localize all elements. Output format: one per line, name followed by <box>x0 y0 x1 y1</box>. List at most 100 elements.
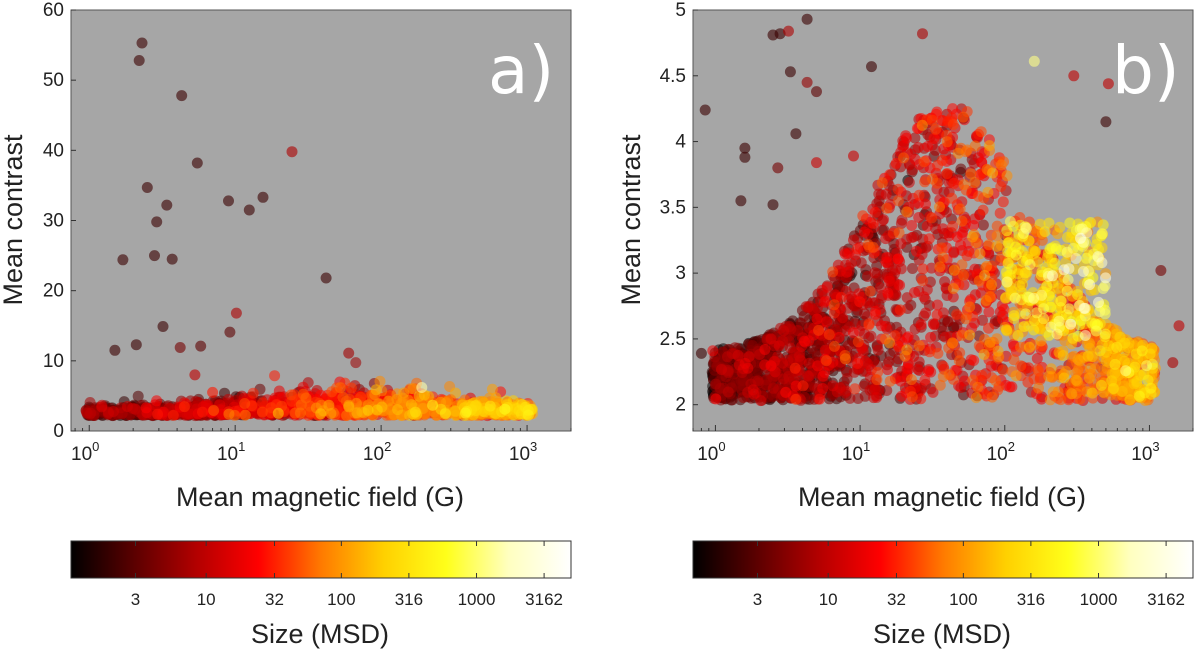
point-cloud-b <box>1062 274 1074 286</box>
point-a <box>109 344 121 356</box>
point-a <box>117 254 129 266</box>
point-cloud-b <box>784 342 796 354</box>
point-cloud-b <box>917 275 929 287</box>
point-cloud-b <box>987 167 999 179</box>
point-b <box>783 25 794 37</box>
point-cloud-b <box>1084 362 1096 374</box>
point-cloud-b <box>947 220 959 232</box>
point-cloud-b <box>936 242 948 254</box>
point-cloud-a <box>294 407 306 419</box>
point-cloud-b <box>1084 279 1096 291</box>
point-cloud-b <box>900 132 912 144</box>
point-cloud-b <box>968 355 980 366</box>
point-b <box>1068 70 1080 82</box>
point-cloud-b <box>867 297 879 309</box>
point-cloud-b <box>986 391 998 403</box>
colorbar-tick-label-a: 10 <box>197 590 216 609</box>
point-cloud-b <box>870 308 881 320</box>
y-tick-label-b: 5 <box>675 0 686 21</box>
point-cloud-b <box>1001 266 1012 278</box>
point-cloud-b <box>1014 212 1026 223</box>
point-cloud-b <box>1090 325 1102 337</box>
point-cloud-b <box>882 364 893 376</box>
point-cloud-b <box>1096 379 1107 391</box>
point-cloud-b <box>1001 170 1013 182</box>
point-cloud-b <box>839 353 851 365</box>
point-cloud-b <box>820 355 832 367</box>
point-cloud-b <box>915 393 927 405</box>
point-cloud-a <box>484 400 496 412</box>
point-cloud-b <box>884 169 896 181</box>
point-cloud-b <box>947 291 959 303</box>
point-cloud-b <box>1053 315 1065 327</box>
point-cloud-b <box>948 264 960 276</box>
point-cloud-b <box>1047 270 1058 282</box>
point-cloud-b <box>1033 382 1044 394</box>
point-cloud-b <box>1012 330 1024 341</box>
point-cloud-b <box>1055 295 1067 307</box>
colorbar-tick-label-a: 1000 <box>458 590 496 609</box>
point-cloud-b <box>813 324 825 336</box>
point-cloud-b <box>895 238 907 250</box>
point-cloud-b <box>1145 382 1157 394</box>
point-cloud-b <box>765 360 777 372</box>
point-cloud-a <box>337 391 349 403</box>
point-cloud-b <box>876 320 887 332</box>
point-cloud-b <box>1008 354 1020 366</box>
point-cloud-b <box>983 322 994 334</box>
point-a <box>230 307 242 319</box>
point-cloud-b <box>1058 372 1070 384</box>
point-cloud-b <box>1043 217 1055 229</box>
point-cloud-b <box>975 126 987 138</box>
point-cloud-a <box>121 401 133 412</box>
point-cloud-b <box>928 319 940 331</box>
point-cloud-b <box>1100 328 1111 340</box>
point-cloud-b <box>867 241 879 253</box>
point-cloud-b <box>1045 321 1057 333</box>
point-cloud-b <box>981 260 993 272</box>
point-cloud-b <box>895 390 907 402</box>
point-cloud-b <box>883 275 895 287</box>
colorbar-label-a: Size (MSD) <box>251 619 389 649</box>
point-cloud-b <box>1070 374 1082 386</box>
point-cloud-b <box>892 183 904 195</box>
point-cloud-a <box>132 390 144 402</box>
x-axis-b: 100 101 102 103 <box>692 425 1194 465</box>
point-cloud-b <box>1093 296 1104 308</box>
point-b <box>699 104 711 116</box>
point-cloud-b <box>920 307 932 319</box>
y-tick-label-a: 50 <box>43 70 64 91</box>
colorbar-label-b: Size (MSD) <box>873 619 1011 649</box>
point-cloud-b <box>909 154 921 165</box>
point-cloud-a <box>208 405 220 416</box>
point-a <box>136 37 148 49</box>
point-cloud-b <box>849 383 861 395</box>
colorbar-a: 3 10 32 100 316 1000 3162 Size (MSD) <box>70 540 572 649</box>
point-cloud-b <box>979 270 991 281</box>
point-cloud-b <box>821 316 833 328</box>
point-cloud-a <box>345 382 357 394</box>
point-cloud-b <box>1034 374 1046 386</box>
point-cloud-a <box>427 399 439 411</box>
point-cloud-a <box>351 407 363 419</box>
point-cloud-a <box>223 408 235 420</box>
point-cloud-b <box>927 386 939 398</box>
point-cloud-b <box>903 176 915 188</box>
point-cloud-a <box>222 393 234 405</box>
x-tick-label-b: 103 <box>1131 439 1159 465</box>
y-axis-b: 2 2.5 3 3.5 4 4.5 5 <box>660 0 698 416</box>
point-cloud-b <box>778 325 790 337</box>
point-cloud-b <box>983 140 995 152</box>
point-cloud-a <box>84 397 96 408</box>
point-cloud-b <box>913 340 925 352</box>
point-cloud-b <box>1041 280 1053 292</box>
point-cloud-b <box>1070 253 1082 264</box>
point-a <box>133 55 145 66</box>
point-b <box>801 13 813 25</box>
point-b <box>695 347 707 359</box>
point-cloud-b <box>901 206 913 218</box>
point-cloud-b <box>907 263 918 274</box>
point-cloud-b <box>1000 324 1012 336</box>
colorbar-b: 3 10 32 100 316 1000 3162 Size (MSD) <box>692 540 1194 649</box>
point-cloud-b <box>948 177 960 189</box>
